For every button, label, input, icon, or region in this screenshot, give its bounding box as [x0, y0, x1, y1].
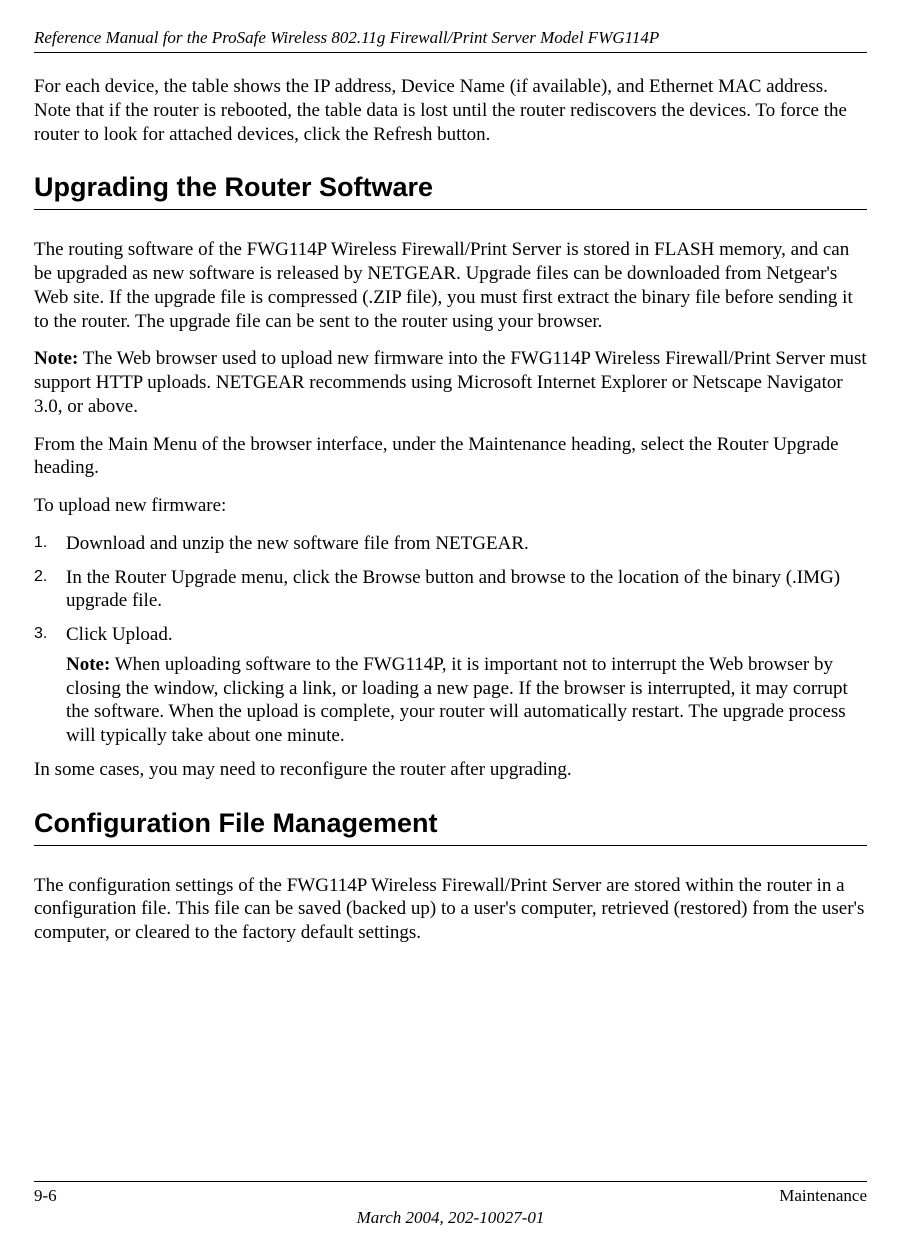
step-3-text: Click Upload. [66, 624, 173, 645]
heading-upgrading: Upgrading the Router Software [34, 172, 867, 203]
section1-after: In some cases, you may need to reconfigu… [34, 758, 867, 782]
step-2: In the Router Upgrade menu, click the Br… [34, 566, 867, 614]
section-rule-2 [34, 845, 867, 846]
footer-row: 9-6 Maintenance [34, 1186, 867, 1206]
step-2-text: In the Router Upgrade menu, click the Br… [66, 567, 840, 612]
step-1: Download and unzip the new software file… [34, 532, 867, 556]
page: Reference Manual for the ProSafe Wireles… [0, 0, 901, 1246]
step-3-note: Note: When uploading software to the FWG… [66, 653, 867, 748]
section-rule-1 [34, 209, 867, 210]
heading-config: Configuration File Management [34, 808, 867, 839]
step3-note-label: Note: [66, 654, 110, 675]
note-text: The Web browser used to upload new firmw… [34, 348, 867, 417]
step-3: Click Upload. Note: When uploading softw… [34, 623, 867, 748]
upload-steps: Download and unzip the new software file… [34, 532, 867, 748]
running-header: Reference Manual for the ProSafe Wireles… [34, 28, 867, 48]
intro-paragraph: For each device, the table shows the IP … [34, 75, 867, 146]
section1-note: Note: The Web browser used to upload new… [34, 347, 867, 418]
header-rule [34, 52, 867, 53]
step-1-text: Download and unzip the new software file… [66, 533, 529, 554]
section1-p3: To upload new firmware: [34, 494, 867, 518]
section2-p1: The configuration settings of the FWG114… [34, 874, 867, 945]
footer-section: Maintenance [779, 1186, 867, 1206]
section1-p2: From the Main Menu of the browser interf… [34, 433, 867, 481]
note-label: Note: [34, 348, 78, 369]
page-number: 9-6 [34, 1186, 57, 1206]
section1-p1: The routing software of the FWG114P Wire… [34, 238, 867, 333]
footer-pubinfo: March 2004, 202-10027-01 [0, 1208, 901, 1228]
step3-note-text: When uploading software to the FWG114P, … [66, 654, 848, 746]
footer-rule [34, 1181, 867, 1182]
